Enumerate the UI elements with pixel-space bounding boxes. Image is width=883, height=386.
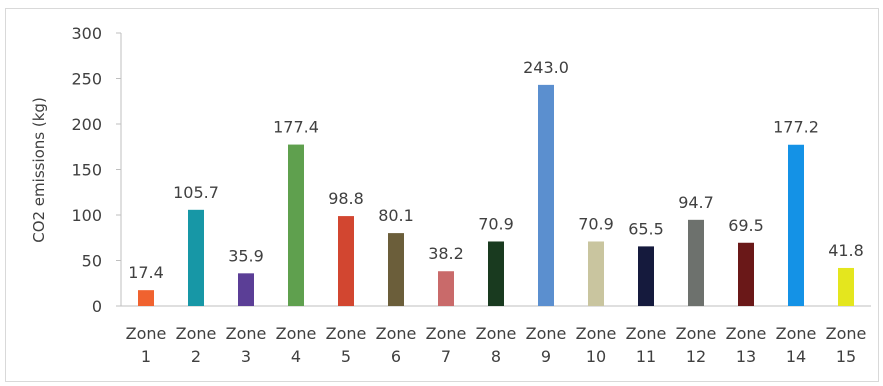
- x-tick-label: 2: [191, 347, 201, 366]
- data-label: 70.9: [478, 214, 514, 233]
- y-tick-label: 200: [71, 115, 102, 134]
- data-label: 35.9: [228, 246, 264, 265]
- y-tick-label: 150: [71, 161, 102, 180]
- y-tick-label: 250: [71, 70, 102, 89]
- bar: [488, 241, 504, 306]
- y-tick-label: 50: [82, 252, 102, 271]
- bar: [738, 242, 754, 306]
- bar: [638, 246, 654, 306]
- bar: [588, 241, 604, 306]
- y-axis-label: CO2 emissions (kg): [30, 97, 48, 243]
- data-label: 70.9: [578, 214, 614, 233]
- x-tick-label: Zone: [576, 324, 617, 343]
- data-label: 98.8: [328, 189, 364, 208]
- bar: [688, 219, 704, 306]
- x-tick-label: Zone: [376, 324, 417, 343]
- x-tick-label: Zone: [276, 324, 317, 343]
- data-label: 177.2: [773, 118, 819, 137]
- bar: [138, 290, 154, 306]
- bar: [338, 216, 354, 306]
- bar: [288, 144, 304, 306]
- x-tick-label: Zone: [776, 324, 817, 343]
- bar: [538, 84, 554, 307]
- x-tick-label: Zone: [676, 324, 717, 343]
- data-label: 105.7: [173, 183, 219, 202]
- bar: [238, 273, 254, 306]
- y-tick-label: 100: [71, 206, 102, 225]
- x-tick-label: Zone: [726, 324, 767, 343]
- chart-frame: [5, 8, 879, 382]
- x-tick-label: 1: [141, 347, 151, 366]
- x-tick-label: Zone: [426, 324, 467, 343]
- y-tick-label: 0: [92, 297, 102, 316]
- x-tick-label: Zone: [126, 324, 167, 343]
- data-label: 17.4: [128, 263, 164, 282]
- x-tick-label: 12: [686, 347, 706, 366]
- x-tick-label: 14: [786, 347, 806, 366]
- x-tick-label: Zone: [226, 324, 267, 343]
- x-tick-label: 6: [391, 347, 401, 366]
- data-label: 94.7: [678, 193, 714, 212]
- x-tick-label: 7: [441, 347, 451, 366]
- bar: [838, 267, 854, 306]
- data-label: 65.5: [628, 219, 664, 238]
- data-label: 41.8: [828, 241, 864, 260]
- bar: [388, 233, 404, 306]
- data-label: 38.2: [428, 244, 464, 263]
- x-tick-label: 5: [341, 347, 351, 366]
- x-tick-label: 11: [636, 347, 656, 366]
- data-label: 69.5: [728, 216, 764, 235]
- bar: [188, 209, 204, 306]
- x-tick-label: 4: [291, 347, 301, 366]
- data-label: 177.4: [273, 118, 319, 137]
- data-label: 243.0: [523, 58, 569, 77]
- y-tick-label: 300: [71, 24, 102, 43]
- x-tick-label: Zone: [526, 324, 567, 343]
- x-tick-label: Zone: [826, 324, 867, 343]
- x-tick-label: 3: [241, 347, 251, 366]
- x-tick-label: Zone: [626, 324, 667, 343]
- x-tick-label: 13: [736, 347, 756, 366]
- x-tick-label: Zone: [326, 324, 367, 343]
- x-tick-label: 10: [586, 347, 606, 366]
- data-label: 80.1: [378, 206, 414, 225]
- bar: [438, 271, 454, 306]
- x-tick-label: 9: [541, 347, 551, 366]
- x-tick-label: Zone: [176, 324, 217, 343]
- x-tick-label: 15: [836, 347, 856, 366]
- bar: [788, 144, 804, 306]
- x-tick-label: 8: [491, 347, 501, 366]
- x-tick-label: Zone: [476, 324, 517, 343]
